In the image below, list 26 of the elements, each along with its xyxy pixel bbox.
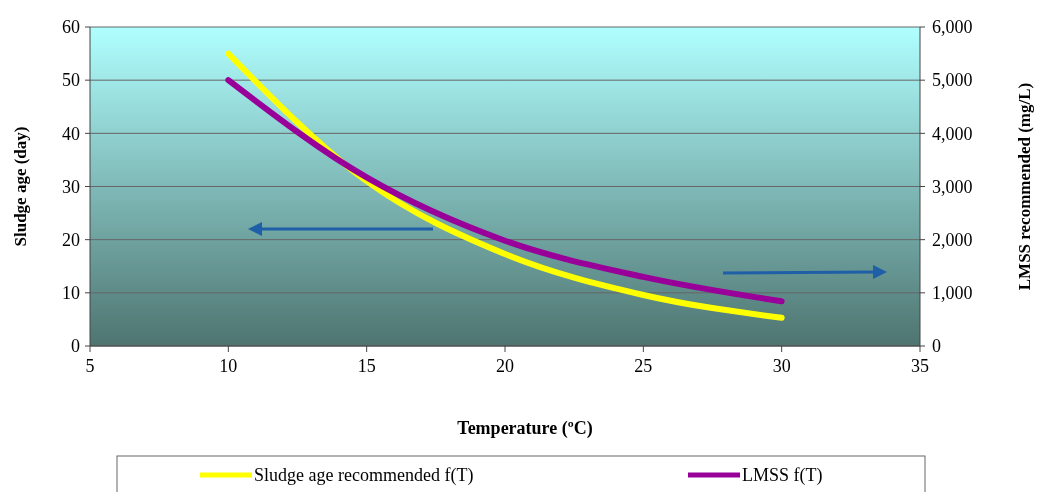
- x-tick-label: 10: [219, 356, 238, 376]
- y-tick-label: 30: [62, 176, 80, 197]
- y-tick-label: 10: [62, 283, 80, 304]
- y2-tick-label: 1,000: [932, 283, 973, 304]
- y2-tick-label: 5,000: [932, 70, 973, 91]
- y-tick-label: 50: [62, 70, 80, 91]
- y-tick-label: 20: [62, 229, 80, 250]
- x-tick-label: 15: [357, 356, 376, 376]
- legend-label: LMSS f(T): [742, 465, 823, 487]
- y2-axis-title: LMSS recommended (mg/L): [1015, 82, 1034, 291]
- y2-tick-label: 4,000: [932, 123, 973, 144]
- x-tick-label: 30: [772, 356, 791, 376]
- x-tick-label: 5: [85, 356, 95, 376]
- x-tick-label: 35: [911, 356, 929, 376]
- legend-label: Sludge age recommended f(T): [254, 465, 474, 487]
- y-tick-label: 40: [62, 123, 80, 144]
- y-axis-title: Sludge age (day): [11, 126, 30, 247]
- x-tick-label: 25: [634, 356, 653, 376]
- x-tick-label: 20: [496, 356, 514, 376]
- y2-tick-label: 2,000: [932, 229, 973, 250]
- y-tick-label: 0: [71, 336, 80, 357]
- y2-tick-label: 0: [932, 336, 941, 357]
- y-tick-label: 60: [62, 17, 80, 38]
- y2-tick-label: 6,000: [932, 17, 973, 38]
- y2-tick-label: 3,000: [932, 176, 973, 197]
- x-axis-title: Temperature (ºC): [457, 418, 593, 439]
